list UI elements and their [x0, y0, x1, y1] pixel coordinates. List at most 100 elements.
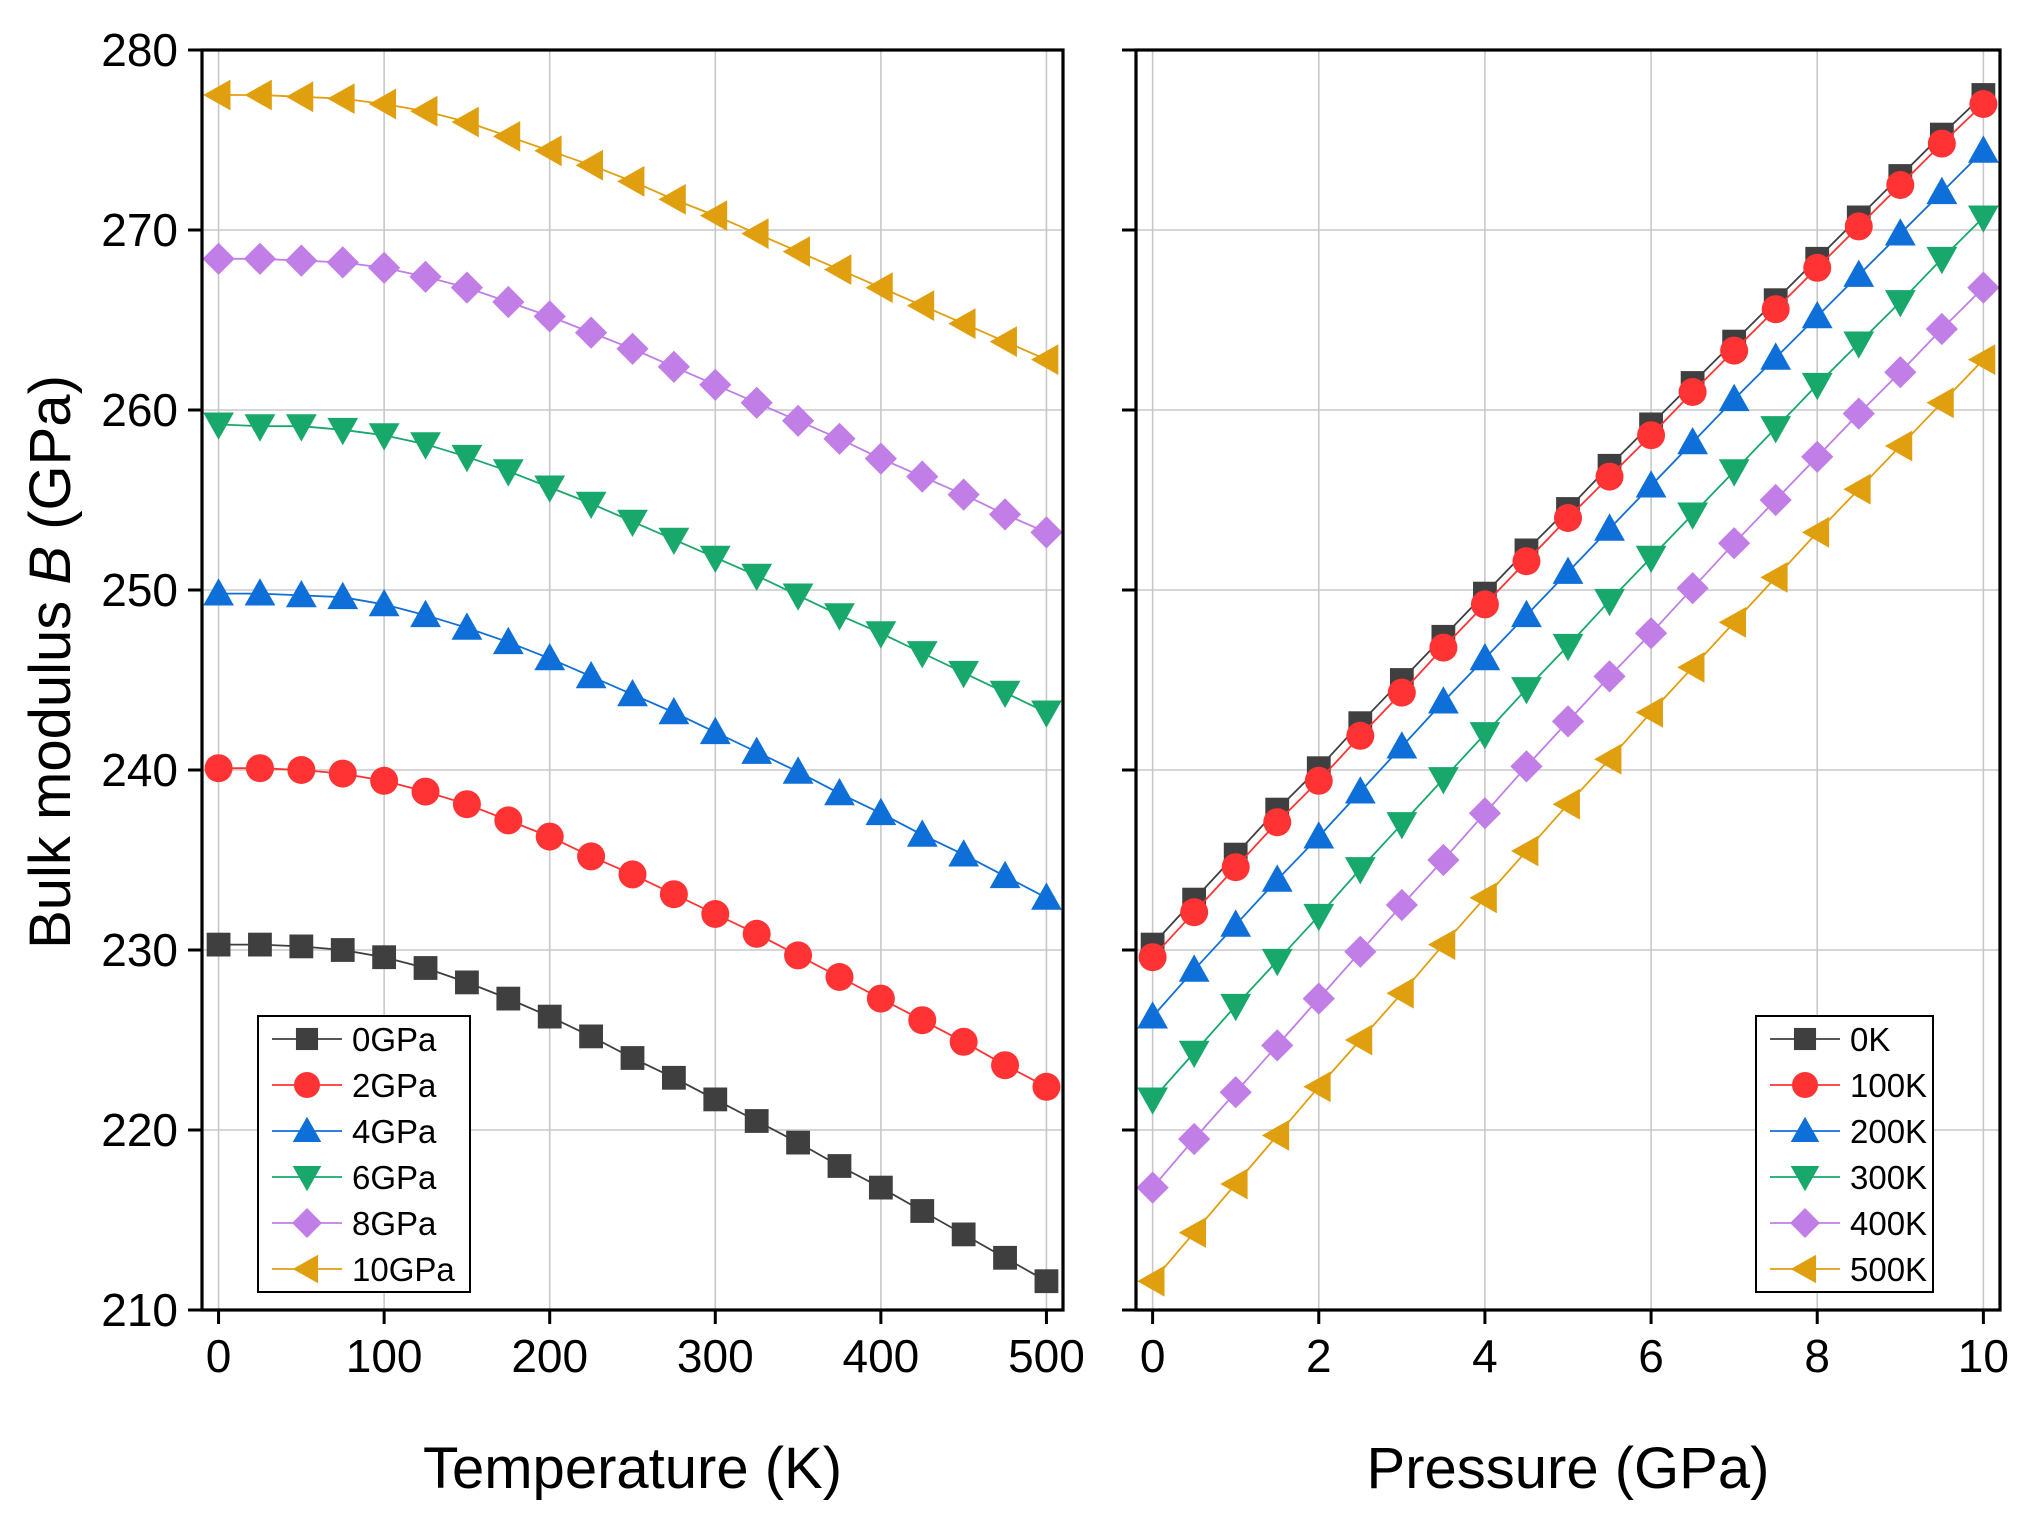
data-point — [1967, 135, 1999, 163]
data-point — [699, 716, 731, 745]
data-point — [575, 661, 607, 689]
data-point — [1551, 705, 1585, 738]
data-point — [1261, 948, 1293, 977]
data-point — [906, 290, 935, 321]
data-point — [658, 697, 690, 725]
data-point — [1344, 1024, 1373, 1056]
legend-marker — [292, 1208, 322, 1238]
data-point — [1844, 212, 1873, 241]
legend: 0GPa 2GPa 4GPa 6GPa 8GPa 10GPa — [257, 1015, 471, 1293]
data-point — [948, 660, 980, 689]
data-point — [661, 1065, 686, 1090]
legend-marker — [1792, 1072, 1818, 1098]
y-tick-label: 220 — [101, 1104, 178, 1156]
data-point — [455, 970, 479, 995]
data-point — [906, 460, 939, 493]
data-point — [1593, 660, 1626, 693]
data-point — [1678, 378, 1707, 406]
data-point — [782, 756, 814, 784]
data-point — [244, 79, 272, 111]
data-point — [1469, 722, 1501, 750]
x-axis-title: Temperature (K) — [423, 1436, 842, 1501]
data-point — [327, 581, 359, 610]
data-point — [864, 442, 897, 475]
data-point — [1387, 678, 1416, 707]
series-300K — [1137, 205, 1999, 1115]
data-point — [1967, 271, 2000, 304]
data-point — [1303, 1071, 1331, 1103]
data-point — [1510, 750, 1543, 783]
data-point — [699, 368, 732, 401]
series-8GPa — [202, 242, 1063, 549]
data-point — [1263, 808, 1292, 837]
data-point — [824, 778, 855, 806]
data-point — [993, 1245, 1017, 1270]
x-tick-label: 500 — [1008, 1330, 1085, 1382]
data-point — [618, 860, 647, 889]
legend-label: 500K — [1850, 1251, 1927, 1288]
series-4GPa — [203, 578, 1062, 910]
data-point — [1137, 1001, 1169, 1029]
series-500K — [1137, 344, 1996, 1297]
legend-marker — [1790, 1208, 1820, 1238]
data-point — [827, 1154, 852, 1178]
data-point — [1386, 977, 1414, 1009]
data-point — [1759, 483, 1792, 517]
y-tick-label: 260 — [101, 384, 178, 436]
data-point — [1801, 440, 1834, 473]
data-point — [492, 285, 525, 319]
data-point — [1030, 516, 1063, 549]
data-point — [1552, 633, 1584, 662]
data-point — [1884, 356, 1917, 389]
data-point — [1677, 427, 1709, 455]
data-point — [1137, 1087, 1169, 1115]
data-point — [1594, 588, 1625, 617]
data-point — [1178, 954, 1210, 982]
legend-label: 200K — [1850, 1113, 1927, 1150]
data-point — [1843, 331, 1875, 359]
legend-label: 6GPa — [352, 1159, 437, 1196]
series-200K — [1137, 135, 1999, 1029]
data-point — [1969, 90, 1998, 118]
legend-marker — [292, 1165, 322, 1192]
data-point — [1469, 882, 1497, 914]
data-point — [825, 963, 854, 991]
pressure-panel: 0 2 4 6 8 10 Pressure (GPa) 0K 100K 200K 300K 400K 5… — [1122, 48, 2009, 1501]
data-point — [949, 1027, 978, 1056]
data-point — [1304, 766, 1333, 795]
data-point — [1760, 342, 1792, 370]
data-point — [492, 121, 521, 152]
data-point — [1927, 129, 1956, 158]
data-point — [1344, 935, 1377, 968]
data-point — [1344, 776, 1376, 804]
legend-label: 0K — [1850, 1021, 1890, 1058]
data-point — [1552, 788, 1580, 820]
data-point — [1468, 797, 1502, 830]
data-point — [1925, 312, 1958, 346]
data-point — [1178, 1217, 1207, 1248]
data-point — [784, 941, 813, 970]
data-point — [534, 475, 566, 503]
data-point — [1219, 1076, 1252, 1109]
series-line — [218, 94, 1047, 361]
data-point — [577, 842, 606, 871]
data-point — [410, 432, 441, 460]
data-point — [1677, 502, 1709, 530]
data-point — [1138, 943, 1167, 972]
data-point — [492, 626, 524, 655]
legend-label: 10GPa — [352, 1251, 455, 1288]
data-point — [910, 1199, 935, 1223]
data-point — [824, 603, 855, 631]
data-point — [1032, 1072, 1061, 1101]
data-point — [368, 589, 400, 617]
data-point — [1634, 617, 1668, 650]
legend-box — [257, 1015, 471, 1293]
data-point — [1302, 982, 1335, 1015]
data-point — [451, 444, 483, 473]
data-point — [1884, 218, 1916, 246]
legend-marker — [292, 1116, 322, 1143]
data-point — [620, 1046, 645, 1070]
data-point — [951, 1222, 976, 1247]
series-400K — [1136, 271, 2000, 1204]
legend-marker — [1790, 1254, 1817, 1284]
